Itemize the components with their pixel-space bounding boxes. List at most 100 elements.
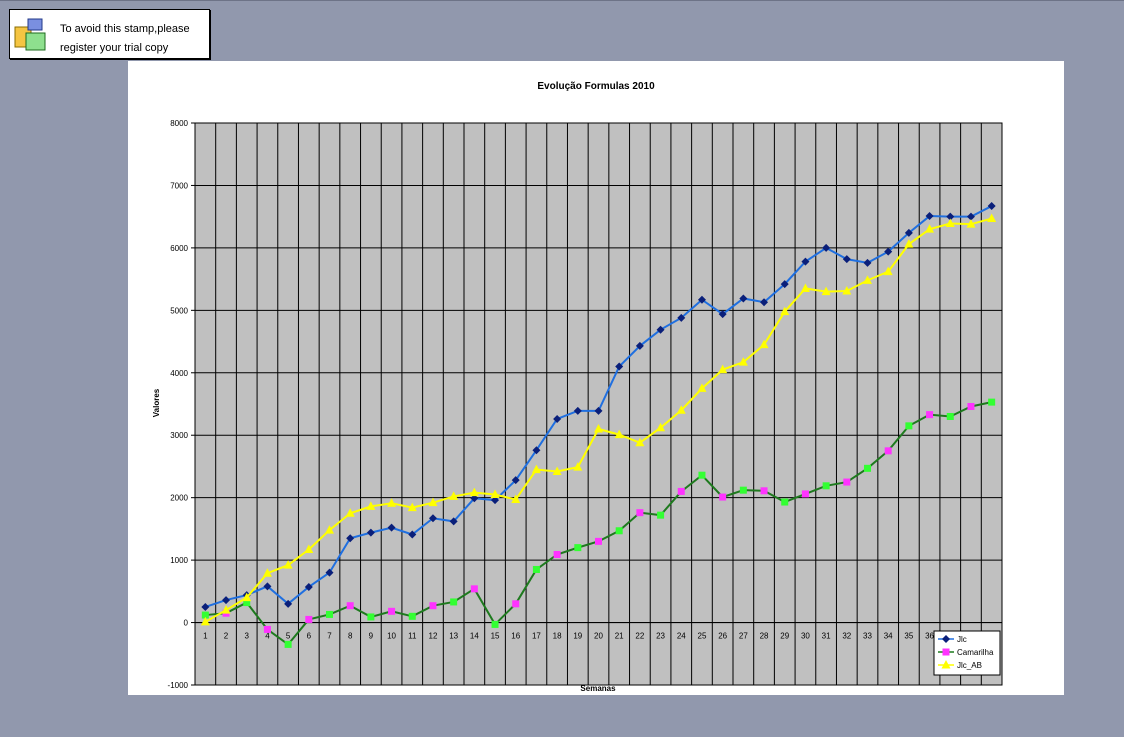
x-axis-label: Semanas <box>580 684 616 693</box>
data-point <box>242 592 252 602</box>
data-point <box>429 602 437 610</box>
data-point <box>946 212 955 221</box>
x-tick-label: 21 <box>615 632 624 641</box>
data-point <box>408 612 416 620</box>
data-point <box>615 362 624 371</box>
data-point <box>367 613 375 621</box>
data-point <box>925 224 935 233</box>
x-tick-label: 11 <box>408 632 417 641</box>
x-tick-label: 35 <box>904 632 913 641</box>
data-point <box>594 423 603 433</box>
trial-stamp-text: To avoid this stamp,please register your… <box>60 20 190 58</box>
x-tick-label: 33 <box>863 632 872 641</box>
stacked-windows-icon <box>14 18 46 51</box>
data-point <box>905 422 913 430</box>
legend-swatch-marker <box>942 635 950 643</box>
data-point <box>615 527 623 535</box>
chart-legend: Jlc Camarilha Jlc_AB <box>933 630 1001 676</box>
data-point <box>863 258 872 267</box>
x-tick-label: 9 <box>369 632 374 641</box>
data-point <box>780 280 789 289</box>
x-tick-label: 28 <box>760 632 769 641</box>
y-tick-label: 1000 <box>170 556 188 565</box>
data-point <box>304 582 313 591</box>
x-tick-label: 10 <box>387 632 396 641</box>
x-tick-label: 19 <box>573 632 582 641</box>
data-point <box>697 295 706 304</box>
data-point <box>387 498 397 507</box>
y-tick-label: 0 <box>184 619 189 628</box>
data-point <box>512 600 520 608</box>
data-point <box>676 405 686 414</box>
data-point <box>553 550 561 558</box>
data-point <box>822 243 831 252</box>
data-point <box>366 501 376 510</box>
data-point <box>843 478 851 486</box>
data-point <box>656 422 666 432</box>
data-point <box>263 582 272 591</box>
data-point <box>718 364 728 374</box>
data-point <box>531 464 541 474</box>
data-point <box>263 625 271 633</box>
data-point <box>553 414 562 423</box>
data-point <box>511 476 520 485</box>
data-point <box>988 398 996 406</box>
data-point <box>532 565 540 573</box>
data-point <box>864 464 871 472</box>
x-tick-label: 14 <box>470 632 479 641</box>
data-point <box>490 489 500 499</box>
data-point <box>449 491 459 500</box>
y-tick-label: 5000 <box>170 306 188 315</box>
data-point <box>636 509 644 517</box>
data-point <box>201 602 210 611</box>
data-point <box>573 462 583 471</box>
data-point <box>904 239 914 248</box>
data-point <box>222 596 231 605</box>
x-tick-label: 25 <box>698 632 707 641</box>
data-point <box>719 493 727 501</box>
data-point <box>966 212 975 221</box>
data-point <box>449 517 458 526</box>
data-point <box>366 528 375 537</box>
data-point <box>925 212 934 221</box>
x-tick-label: 30 <box>801 632 810 641</box>
data-point <box>304 544 314 553</box>
x-tick-label: 4 <box>265 632 270 641</box>
data-point <box>325 568 334 577</box>
data-point <box>822 482 830 490</box>
data-point <box>842 285 852 295</box>
data-point <box>491 620 499 628</box>
data-point <box>656 325 665 334</box>
chart-title: Evolução Formulas 2010 <box>537 81 655 92</box>
x-tick-label: 2 <box>224 632 229 641</box>
legend-label: Jlc_AB <box>957 661 982 670</box>
y-tick-label: 8000 <box>170 119 188 128</box>
data-point <box>760 487 768 495</box>
data-point <box>801 257 810 266</box>
x-tick-label: 36 <box>925 632 934 641</box>
y-tick-label: 6000 <box>170 244 188 253</box>
data-point <box>594 406 603 415</box>
x-tick-label: 1 <box>203 632 208 641</box>
plot-area <box>194 122 1003 686</box>
data-point <box>284 640 292 648</box>
data-point <box>574 544 582 552</box>
data-point <box>883 266 893 276</box>
legend-swatch-marker <box>941 660 951 669</box>
data-point <box>284 599 293 608</box>
chart-sheet: Evolução Formulas 2010 Valores Semanas -… <box>128 61 1064 695</box>
data-point <box>326 610 333 618</box>
data-point <box>966 219 976 228</box>
data-point <box>781 498 789 506</box>
data-point <box>200 616 210 626</box>
trial-stamp-line1: To avoid this stamp,please <box>60 23 190 35</box>
data-point <box>283 560 293 569</box>
data-point <box>221 605 231 614</box>
data-point <box>760 298 769 307</box>
data-point <box>345 508 355 517</box>
line-chart: Evolução Formulas 2010 Valores Semanas -… <box>152 81 1003 693</box>
data-point <box>470 585 478 593</box>
data-point <box>388 607 396 615</box>
data-point <box>946 412 954 420</box>
data-point <box>842 255 851 264</box>
